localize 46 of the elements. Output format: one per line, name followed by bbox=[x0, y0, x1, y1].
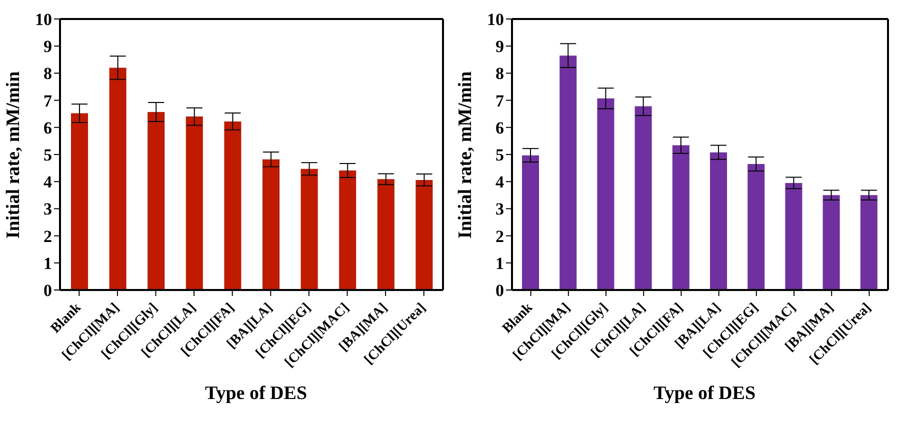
y-tick-label: 0 bbox=[496, 281, 504, 300]
y-tick-label: 1 bbox=[44, 254, 52, 273]
bar bbox=[822, 195, 840, 290]
bar bbox=[186, 116, 203, 290]
bar bbox=[672, 145, 690, 290]
bar bbox=[377, 179, 394, 290]
y-tick-label: 7 bbox=[44, 91, 52, 110]
x-axis-title: Type of DES bbox=[204, 383, 308, 405]
y-tick-label: 10 bbox=[35, 10, 52, 30]
bar bbox=[634, 106, 652, 290]
bar bbox=[560, 56, 577, 290]
y-tick-label: 0 bbox=[44, 281, 52, 300]
y-tick-label: 3 bbox=[44, 200, 52, 219]
y-tick-label: 10 bbox=[487, 10, 504, 30]
bar bbox=[597, 98, 614, 290]
y-tick-label: 5 bbox=[44, 146, 52, 165]
y-tick-label: 7 bbox=[496, 91, 504, 110]
bar bbox=[339, 170, 356, 290]
bar bbox=[522, 155, 539, 290]
bar bbox=[860, 195, 878, 290]
bar bbox=[71, 113, 88, 290]
bar bbox=[785, 182, 802, 290]
bar bbox=[300, 168, 318, 290]
y-tick-label: 8 bbox=[496, 64, 504, 84]
y-axis-title: Initial rate, mM/min bbox=[3, 71, 25, 239]
y-tick-label: 6 bbox=[496, 118, 504, 138]
bar bbox=[224, 121, 242, 290]
y-tick-label: 5 bbox=[496, 146, 504, 165]
bar bbox=[148, 112, 165, 290]
y-tick-label: 9 bbox=[496, 37, 504, 56]
y-tick-label: 6 bbox=[44, 118, 52, 138]
bar bbox=[748, 164, 765, 290]
bar bbox=[262, 159, 280, 290]
y-tick-label: 9 bbox=[44, 37, 52, 56]
y-tick-label: 2 bbox=[44, 226, 52, 246]
y-tick-label: 1 bbox=[496, 254, 504, 273]
y-tick-label: 4 bbox=[44, 172, 52, 192]
y-axis-title: Initial rate, mM/min bbox=[455, 71, 477, 239]
bar bbox=[710, 152, 727, 290]
y-tick-label: 8 bbox=[44, 64, 52, 84]
x-axis-title: Type of DES bbox=[652, 383, 757, 405]
y-tick-label: 2 bbox=[496, 226, 504, 246]
y-tick-label: 4 bbox=[496, 172, 504, 192]
y-tick-label: 3 bbox=[496, 200, 504, 219]
bar bbox=[416, 180, 433, 290]
bar bbox=[109, 68, 126, 290]
